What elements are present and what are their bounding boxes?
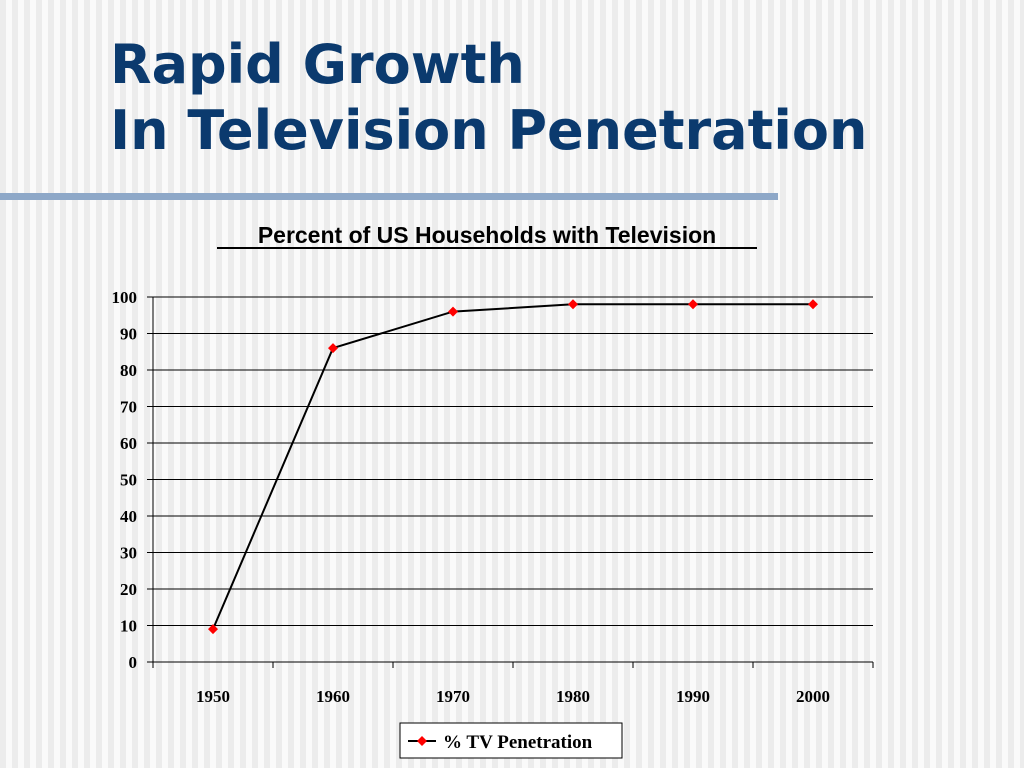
x-tick-label-2: 1970 [436, 687, 470, 706]
y-tick-label-1: 10 [120, 617, 137, 636]
x-tick-label-4: 1990 [676, 687, 710, 706]
title-rule [0, 193, 778, 200]
data-point-1970 [448, 306, 458, 317]
axes: 0 10 20 30 40 50 60 70 80 90 100 1950 1960 1970 1980 19… [112, 288, 874, 706]
series-layer [208, 299, 818, 635]
data-point-1960 [328, 343, 338, 354]
x-tick-label-3: 1980 [556, 687, 590, 706]
y-tick-label-4: 40 [120, 507, 137, 526]
y-tick-label-3: 30 [120, 544, 137, 563]
legend-marker-swatch [417, 736, 427, 746]
slide-title-line-1: Rapid Growth [110, 33, 525, 96]
line-chart: Percent of US Households with Television… [112, 222, 874, 759]
x-tick-label-1: 1960 [316, 687, 350, 706]
y-tick-label-5: 50 [120, 471, 137, 490]
gridlines [153, 296, 873, 626]
data-point-1990 [688, 299, 698, 310]
chart-title: Percent of US Households with Television [258, 222, 716, 248]
legend: % TV Penetration [399, 722, 623, 759]
y-tick-label-0: 0 [129, 653, 138, 672]
series-line-0 [212, 303, 813, 630]
y-tick-label-2: 20 [120, 580, 137, 599]
legend-label: % TV Penetration [443, 732, 593, 753]
x-tick-label-5: 2000 [796, 687, 830, 706]
y-tick-label-6: 60 [120, 434, 137, 453]
slide-title: Rapid Growth In Television Penetration [110, 32, 867, 164]
data-point-1980 [568, 299, 578, 310]
data-point-2000 [808, 299, 818, 310]
slide-title-line-2: In Television Penetration [110, 99, 868, 162]
y-tick-label-10: 100 [112, 288, 138, 307]
y-tick-label-9: 90 [120, 325, 137, 344]
legend-box [399, 722, 623, 759]
y-tick-label-8: 80 [120, 361, 137, 380]
data-point-1950 [208, 624, 218, 635]
x-tick-label-0: 1950 [196, 687, 230, 706]
y-tick-label-7: 70 [120, 398, 137, 417]
